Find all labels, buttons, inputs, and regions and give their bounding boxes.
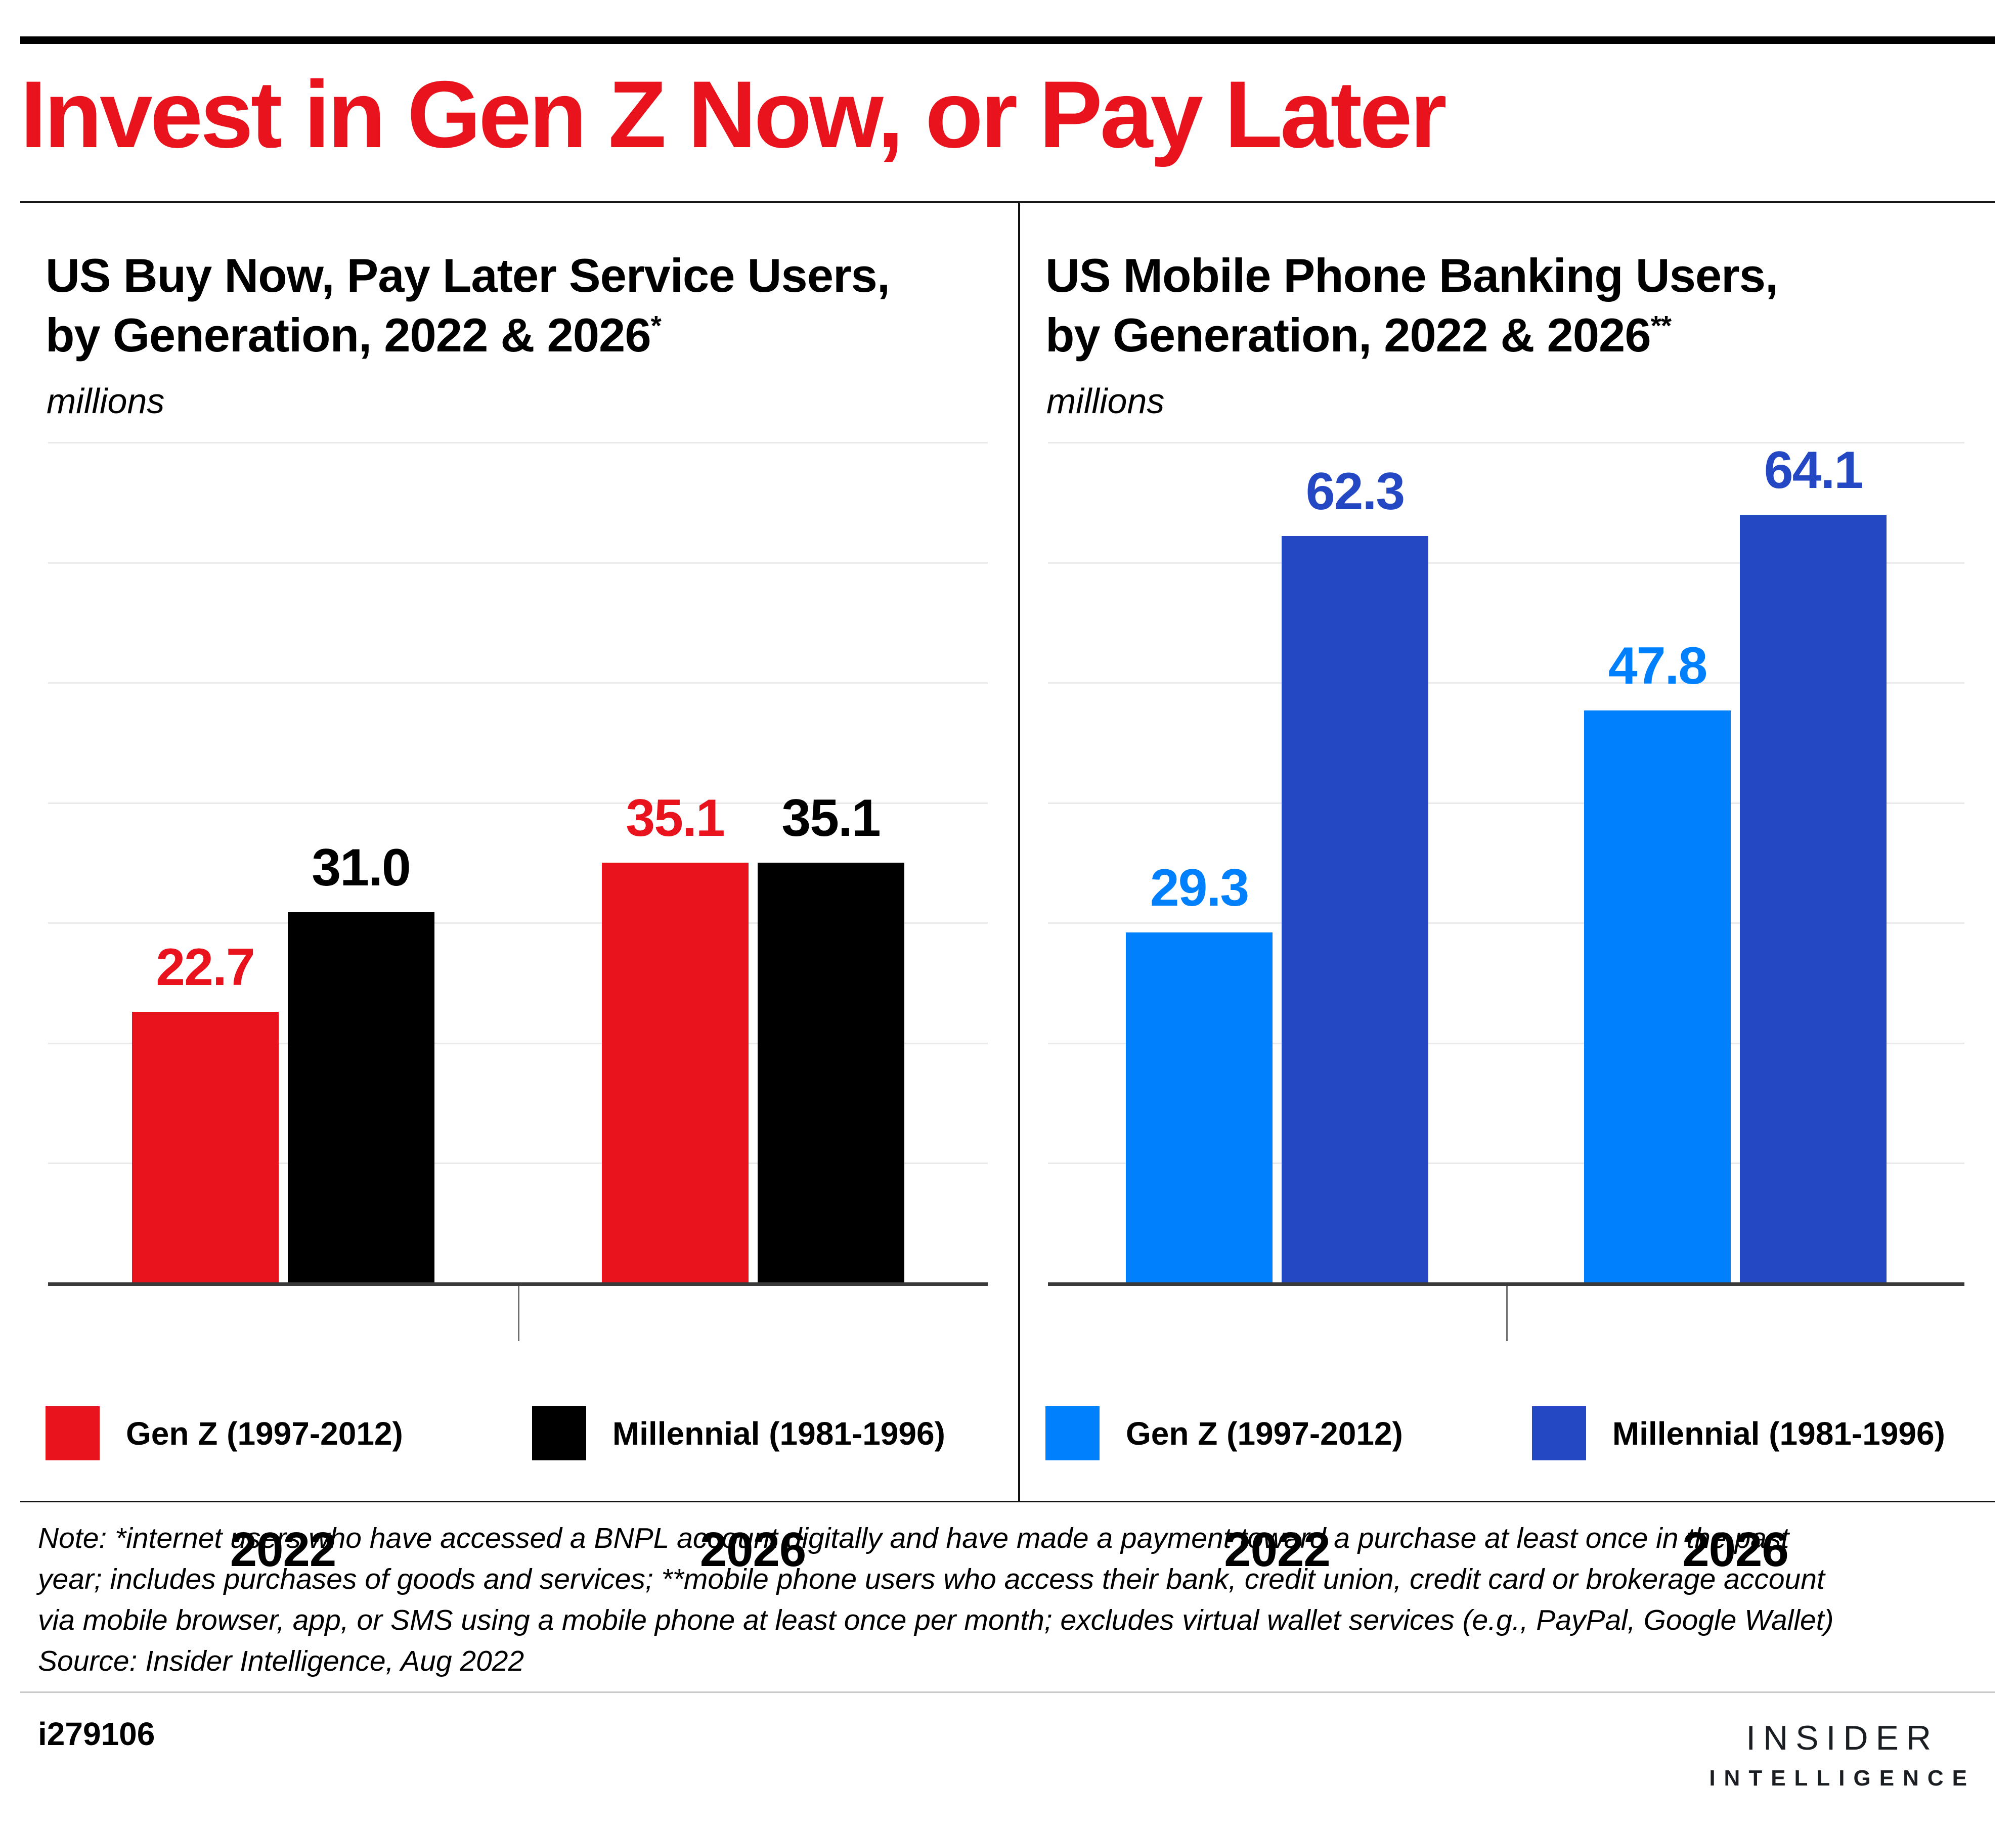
bar-value-label: 64.1 — [1764, 441, 1863, 500]
x-axis-label: 2026 — [1682, 1523, 1789, 1577]
bar-millennial-2026: 64.1 — [1740, 441, 1887, 1284]
bar-group-2022: 22.7 31.0 — [48, 430, 518, 1284]
legend-label: Millennial (1981-1996) — [1612, 1415, 1945, 1452]
bar-group-2026: 47.8 64.1 — [1506, 430, 1964, 1284]
gridline — [48, 1163, 988, 1164]
note-block: Note: *internet users who have accessed … — [38, 1518, 1981, 1682]
chart-title: US Mobile Phone Banking Users, by Generat… — [1045, 246, 1995, 366]
legend-label: Gen Z (1997-2012) — [1126, 1415, 1403, 1452]
x-axis-line — [1048, 1282, 1964, 1286]
legend-swatch — [532, 1406, 586, 1460]
bar-value-label: 35.1 — [781, 789, 881, 847]
chart-title-line2: by Generation, 2022 & 2026 — [46, 308, 651, 362]
x-axis-label: 2022 — [1224, 1523, 1331, 1577]
bar-gen-2026: 35.1 — [601, 789, 749, 1284]
legend-item: Millennial (1981-1996) — [532, 1406, 945, 1460]
bar-gen-2022: 29.3 — [1126, 859, 1273, 1284]
chart-panel-mobile-banking: US Mobile Phone Banking Users, by Generat… — [1020, 203, 1995, 1577]
gridline — [48, 1043, 988, 1044]
footnote-marker: ** — [1650, 310, 1672, 342]
legend-item: Gen Z (1997-2012) — [46, 1406, 403, 1460]
chart-title-line1: US Buy Now, Pay Later Service Users, — [46, 249, 890, 302]
chart-title-line2: by Generation, 2022 & 2026 — [1045, 308, 1651, 362]
plot-area: 29.3 62.3 47.8 64.1 — [1048, 430, 1964, 1341]
x-axis-label: 2026 — [699, 1523, 807, 1577]
gridline — [1048, 802, 1964, 804]
legend-item: Millennial (1981-1996) — [1531, 1406, 1945, 1460]
x-labels: 2022 2026 — [48, 1522, 988, 1578]
bar-value-label: 35.1 — [626, 789, 725, 847]
note-divider — [20, 1501, 1995, 1502]
bar-value-label: 22.7 — [156, 938, 255, 997]
top-rule — [20, 36, 1995, 44]
footer-divider — [20, 1691, 1995, 1693]
x-axis-line — [48, 1282, 988, 1286]
bar-millennial-2022: 31.0 — [287, 838, 434, 1284]
legend-label: Gen Z (1997-2012) — [126, 1415, 403, 1452]
chart-title-line1: US Mobile Phone Banking Users, — [1045, 249, 1778, 302]
gridline — [1048, 1163, 1964, 1164]
note-line: Note: *internet users who have accessed … — [38, 1522, 1789, 1554]
gridlines — [1048, 430, 1964, 1284]
bar-value-label: 47.8 — [1608, 637, 1707, 695]
gridline — [1048, 682, 1964, 684]
title-divider — [20, 201, 1995, 203]
bar-millennial-2022: 62.3 — [1282, 462, 1428, 1284]
legend-label: Millennial (1981-1996) — [612, 1415, 945, 1452]
bar-value-label: 62.3 — [1305, 462, 1405, 521]
chart-panels: US Buy Now, Pay Later Service Users, by G… — [20, 203, 1995, 1577]
note-line: year; includes purchases of goods and se… — [38, 1563, 1825, 1595]
x-axis-label: 2022 — [230, 1523, 337, 1577]
x-axis-tick — [1506, 1284, 1508, 1341]
bar-value-label: 31.0 — [312, 838, 411, 897]
page-title: Invest in Gen Z Now, or Pay Later — [20, 61, 1447, 167]
gridlines — [48, 430, 988, 1284]
plot-area: 22.7 31.0 35.1 35.1 — [48, 430, 988, 1341]
gridline — [1048, 922, 1964, 924]
legend-swatch — [46, 1406, 100, 1460]
bar-groups: 22.7 31.0 35.1 35.1 — [48, 430, 988, 1284]
bar-groups: 29.3 62.3 47.8 64.1 — [1048, 430, 1964, 1284]
gridline — [1048, 562, 1964, 564]
bar-millennial-2026: 35.1 — [757, 789, 904, 1284]
bar-gen-2026: 47.8 — [1584, 637, 1731, 1284]
legend: Gen Z (1997-2012) Millennial (1981-1996) — [1045, 1406, 1945, 1460]
unit-label: millions — [1046, 381, 1165, 421]
gridline — [1048, 1043, 1964, 1044]
logo-line1: INSIDER — [1746, 1719, 1939, 1757]
gridline — [48, 442, 988, 443]
bar-group-2022: 29.3 62.3 — [1048, 430, 1506, 1284]
gridline — [48, 682, 988, 684]
chart-panel-bnpl: US Buy Now, Pay Later Service Users, by G… — [20, 203, 1018, 1577]
chart-id: i279106 — [38, 1716, 155, 1752]
x-axis-tick — [518, 1284, 519, 1341]
gridline — [1048, 442, 1964, 443]
bar-value-label: 29.3 — [1150, 859, 1249, 917]
gridline — [48, 562, 988, 564]
gridline — [48, 922, 988, 924]
gridline — [48, 802, 988, 804]
legend-swatch — [1045, 1406, 1100, 1460]
legend-item: Gen Z (1997-2012) — [1045, 1406, 1403, 1460]
source-line: Source: Insider Intelligence, Aug 2022 — [38, 1645, 524, 1677]
x-labels: 2022 2026 — [1048, 1522, 1964, 1578]
footnote-marker: * — [650, 310, 662, 342]
panel-divider — [1018, 203, 1020, 1501]
note-line: via mobile browser, app, or SMS using a … — [38, 1604, 1834, 1636]
unit-label: millions — [47, 381, 165, 421]
legend-swatch — [1531, 1406, 1586, 1460]
insider-intelligence-logo: INSIDER INTELLIGENCE — [1709, 1718, 1976, 1791]
bar-gen-2022: 22.7 — [132, 938, 279, 1284]
logo-line2: INTELLIGENCE — [1709, 1766, 1976, 1791]
legend: Gen Z (1997-2012) Millennial (1981-1996) — [46, 1406, 945, 1460]
bar-group-2026: 35.1 35.1 — [518, 430, 988, 1284]
chart-title: US Buy Now, Pay Later Service Users, by G… — [46, 246, 1018, 366]
